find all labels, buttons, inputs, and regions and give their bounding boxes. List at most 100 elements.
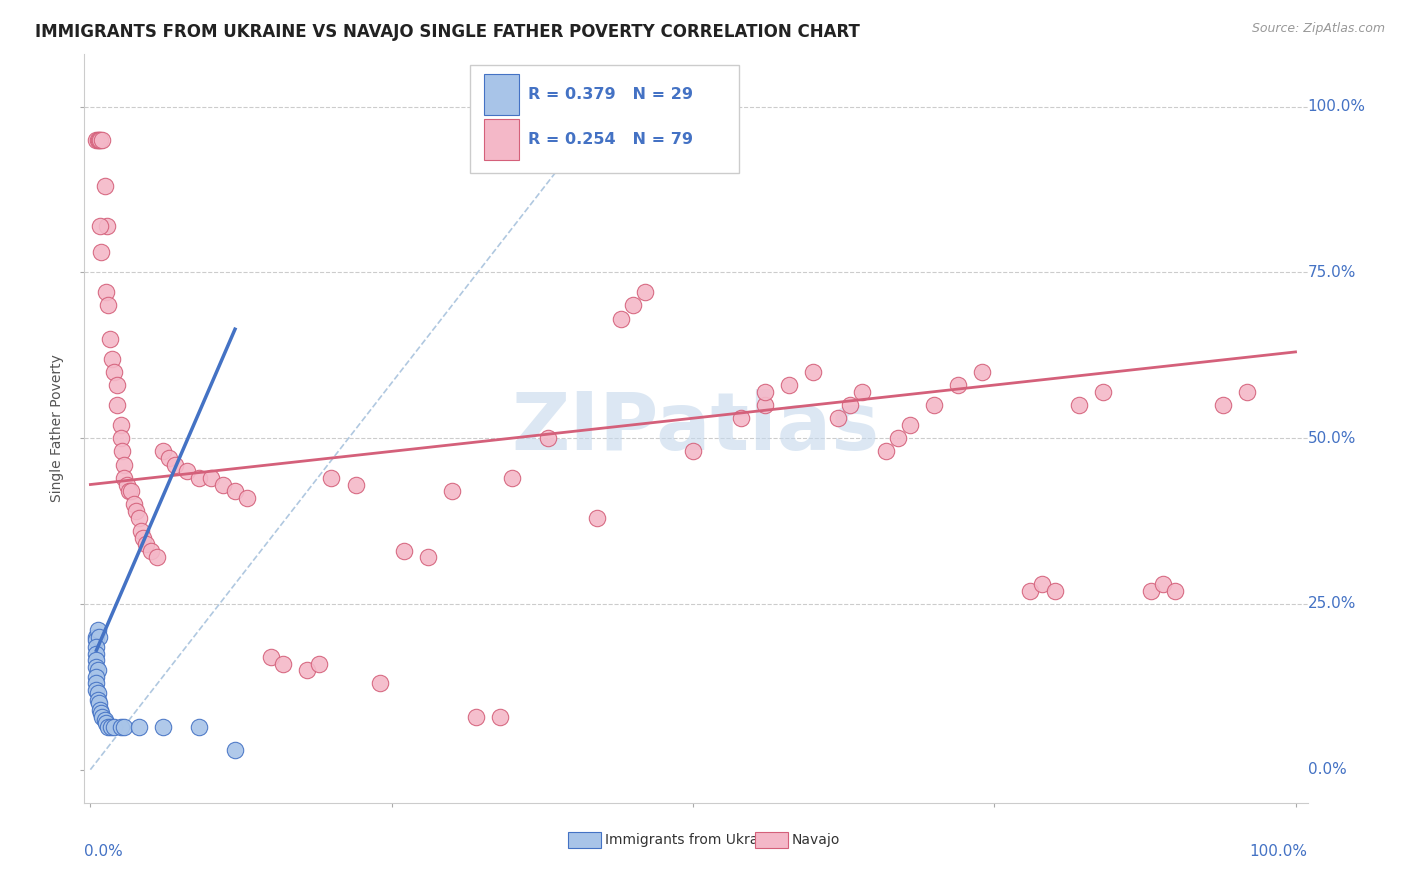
- FancyBboxPatch shape: [484, 74, 519, 115]
- Point: [94, 716, 117, 731]
- Point: [344, 477, 367, 491]
- Point: [898, 417, 921, 432]
- Point: [97, 298, 120, 312]
- Text: 25.0%: 25.0%: [1308, 597, 1355, 611]
- Point: [1212, 398, 1234, 412]
- Point: [103, 365, 125, 379]
- Point: [91, 709, 114, 723]
- Point: [128, 720, 150, 734]
- Point: [86, 670, 108, 684]
- Text: R = 0.379   N = 29: R = 0.379 N = 29: [529, 87, 693, 103]
- Bar: [755, 831, 787, 847]
- Point: [90, 245, 112, 260]
- Text: Immigrants from Ukraine: Immigrants from Ukraine: [605, 832, 779, 847]
- Point: [803, 365, 825, 379]
- Point: [97, 720, 120, 734]
- Point: [754, 398, 776, 412]
- Point: [86, 660, 108, 674]
- Point: [1091, 384, 1114, 399]
- Point: [838, 398, 860, 412]
- Point: [187, 471, 209, 485]
- Point: [585, 510, 607, 524]
- Point: [118, 484, 141, 499]
- Point: [778, 378, 800, 392]
- Point: [851, 384, 873, 399]
- Point: [90, 706, 112, 721]
- Text: 100.0%: 100.0%: [1308, 99, 1365, 114]
- Point: [86, 133, 108, 147]
- FancyBboxPatch shape: [484, 119, 519, 161]
- Point: [110, 417, 132, 432]
- Point: [537, 431, 560, 445]
- Point: [730, 411, 752, 425]
- Point: [125, 504, 148, 518]
- Point: [86, 653, 108, 667]
- Text: 0.0%: 0.0%: [1308, 762, 1347, 777]
- Point: [86, 647, 108, 661]
- Point: [112, 720, 135, 734]
- Point: [152, 720, 174, 734]
- Point: [682, 444, 704, 458]
- Point: [96, 219, 118, 233]
- Text: 75.0%: 75.0%: [1308, 265, 1355, 280]
- Point: [236, 491, 259, 505]
- Point: [105, 398, 128, 412]
- Point: [86, 676, 108, 690]
- Bar: [568, 831, 600, 847]
- Point: [187, 720, 209, 734]
- Point: [827, 411, 849, 425]
- Point: [489, 709, 512, 723]
- Point: [875, 444, 897, 458]
- Point: [86, 633, 108, 648]
- Point: [91, 133, 114, 147]
- Point: [100, 720, 122, 734]
- Point: [145, 550, 167, 565]
- Point: [501, 471, 523, 485]
- Point: [1236, 384, 1258, 399]
- Point: [129, 524, 152, 538]
- Point: [89, 219, 111, 233]
- Point: [135, 537, 157, 551]
- Point: [110, 431, 132, 445]
- Point: [89, 703, 111, 717]
- Point: [212, 477, 235, 491]
- Point: [89, 133, 111, 147]
- Point: [105, 378, 128, 392]
- Point: [87, 696, 110, 710]
- Point: [86, 683, 108, 698]
- Point: [94, 713, 117, 727]
- Point: [1067, 398, 1090, 412]
- Point: [392, 544, 415, 558]
- Point: [115, 477, 138, 491]
- Point: [621, 298, 644, 312]
- Point: [321, 471, 343, 485]
- Point: [297, 663, 319, 677]
- Point: [922, 398, 945, 412]
- Point: [634, 285, 657, 300]
- Text: 50.0%: 50.0%: [1308, 431, 1355, 446]
- Point: [112, 471, 135, 485]
- Point: [94, 285, 117, 300]
- FancyBboxPatch shape: [470, 65, 738, 173]
- Point: [152, 444, 174, 458]
- Point: [128, 510, 150, 524]
- Point: [368, 676, 391, 690]
- Text: 100.0%: 100.0%: [1250, 844, 1308, 859]
- Point: [163, 458, 186, 472]
- Point: [260, 649, 283, 664]
- Point: [1152, 577, 1174, 591]
- Point: [157, 450, 180, 465]
- Point: [609, 311, 631, 326]
- Point: [1140, 583, 1163, 598]
- Point: [754, 384, 776, 399]
- Point: [224, 743, 246, 757]
- Point: [139, 544, 162, 558]
- Point: [1031, 577, 1053, 591]
- Text: Source: ZipAtlas.com: Source: ZipAtlas.com: [1251, 22, 1385, 36]
- Point: [972, 365, 994, 379]
- Point: [308, 657, 330, 671]
- Point: [946, 378, 969, 392]
- Point: [86, 663, 108, 677]
- Text: IMMIGRANTS FROM UKRAINE VS NAVAJO SINGLE FATHER POVERTY CORRELATION CHART: IMMIGRANTS FROM UKRAINE VS NAVAJO SINGLE…: [35, 23, 860, 41]
- Point: [1019, 583, 1042, 598]
